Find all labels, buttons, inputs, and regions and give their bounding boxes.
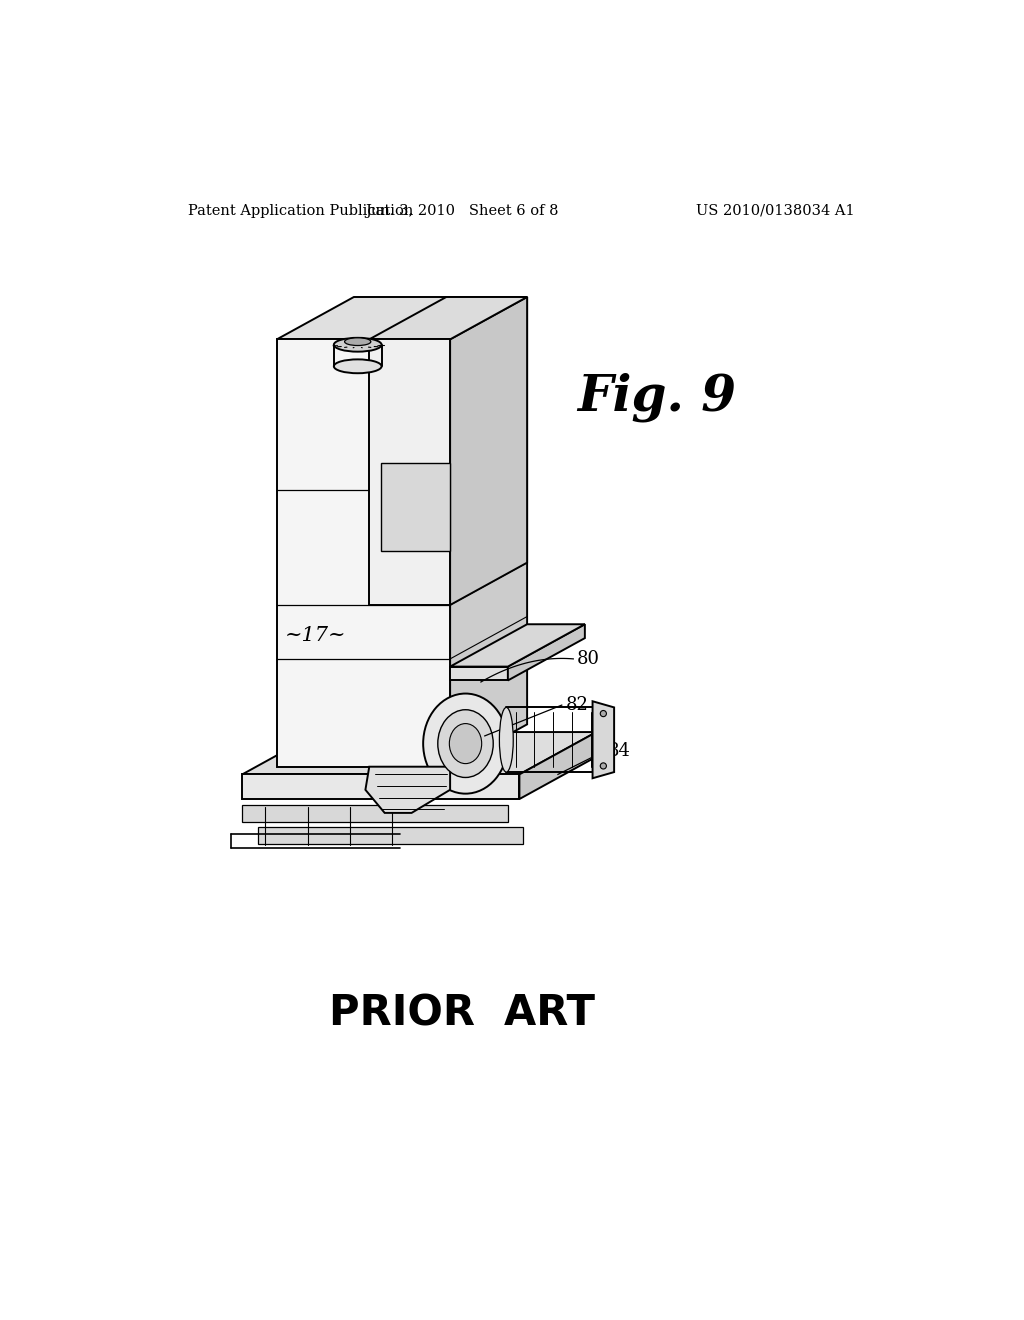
Ellipse shape (593, 708, 607, 772)
Polygon shape (370, 339, 451, 605)
Text: 82: 82 (565, 696, 589, 714)
Ellipse shape (500, 708, 513, 772)
Polygon shape (593, 701, 614, 779)
Ellipse shape (423, 693, 508, 793)
Polygon shape (366, 767, 451, 813)
Polygon shape (370, 297, 527, 339)
Text: PRIOR  ART: PRIOR ART (329, 993, 595, 1034)
Polygon shape (451, 667, 508, 681)
Text: 80: 80 (578, 649, 600, 668)
Polygon shape (243, 775, 519, 799)
Ellipse shape (345, 338, 371, 346)
Polygon shape (276, 339, 451, 767)
Text: Jun. 3, 2010   Sheet 6 of 8: Jun. 3, 2010 Sheet 6 of 8 (365, 203, 558, 218)
Text: US 2010/0138034 A1: US 2010/0138034 A1 (695, 203, 854, 218)
Polygon shape (243, 733, 596, 775)
Text: 84: 84 (608, 742, 631, 760)
Ellipse shape (600, 710, 606, 717)
Polygon shape (519, 733, 596, 799)
Polygon shape (243, 805, 508, 822)
Text: Patent Application Publication: Patent Application Publication (188, 203, 414, 218)
Ellipse shape (334, 359, 382, 374)
Ellipse shape (600, 763, 606, 770)
Polygon shape (508, 624, 585, 681)
Text: Fig. 9: Fig. 9 (578, 372, 736, 422)
Polygon shape (381, 462, 451, 552)
Polygon shape (276, 297, 527, 339)
Ellipse shape (438, 710, 494, 777)
Ellipse shape (450, 723, 481, 763)
Text: ~17~: ~17~ (285, 626, 346, 645)
Polygon shape (451, 624, 585, 667)
Polygon shape (258, 826, 523, 843)
Polygon shape (451, 297, 527, 767)
Ellipse shape (334, 338, 382, 351)
Polygon shape (451, 297, 527, 605)
